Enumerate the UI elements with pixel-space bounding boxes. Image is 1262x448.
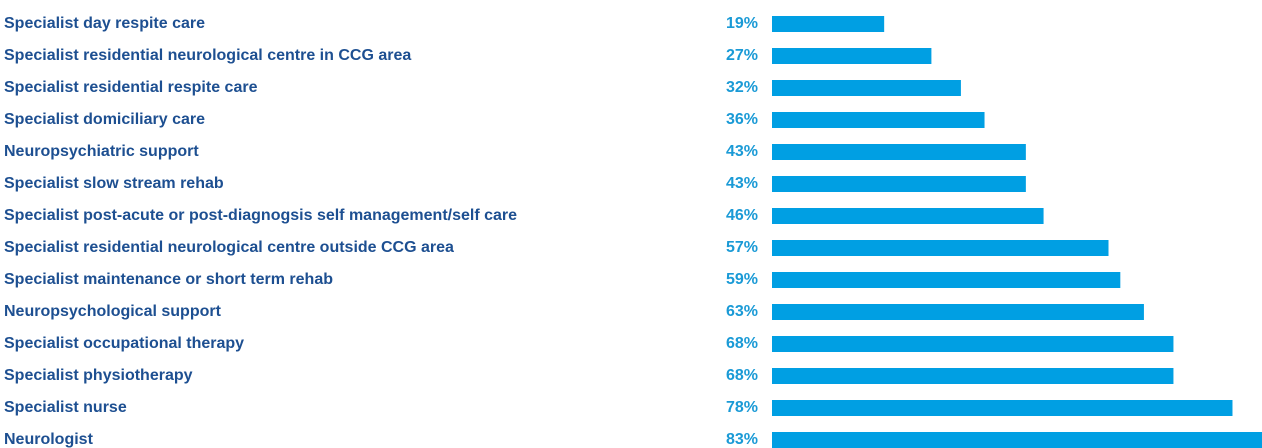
value-label: 63% [726, 303, 758, 320]
value-label: 68% [726, 335, 758, 352]
category-label: Specialist residential respite care [4, 79, 258, 96]
category-label: Neuropsychological support [4, 303, 222, 320]
category-label: Specialist physiotherapy [4, 367, 193, 384]
bar [772, 240, 1109, 256]
bar [772, 176, 1026, 192]
value-label: 83% [726, 431, 758, 448]
value-label: 19% [726, 15, 758, 32]
value-label: 43% [726, 143, 758, 160]
category-label: Specialist slow stream rehab [4, 175, 224, 192]
bar [772, 432, 1262, 448]
bar [772, 144, 1026, 160]
bar [772, 304, 1144, 320]
bar [772, 48, 932, 64]
category-label: Neuropsychiatric support [4, 143, 199, 160]
category-label: Neurologist [4, 431, 94, 448]
bar [772, 208, 1044, 224]
category-label: Specialist domiciliary care [4, 111, 205, 128]
category-label: Specialist day respite care [4, 15, 205, 32]
category-label: Specialist residential neurological cent… [4, 47, 411, 64]
value-label: 59% [726, 271, 758, 288]
bar [772, 16, 885, 32]
category-label: Specialist nurse [4, 399, 127, 416]
value-label: 78% [726, 399, 758, 416]
category-label: Specialist occupational therapy [4, 335, 244, 352]
category-label: Specialist residential neurological cent… [4, 239, 454, 256]
bar [772, 336, 1174, 352]
category-label: Specialist post-acute or post-diagnogsis… [4, 207, 517, 224]
value-label: 36% [726, 111, 758, 128]
value-label: 27% [726, 47, 758, 64]
bar [772, 80, 961, 96]
bar [772, 272, 1121, 288]
bar [772, 400, 1233, 416]
value-label: 57% [726, 239, 758, 256]
value-label: 43% [726, 175, 758, 192]
value-label: 46% [726, 207, 758, 224]
value-label: 32% [726, 79, 758, 96]
bar [772, 368, 1174, 384]
bar [772, 112, 985, 128]
category-label: Specialist maintenance or short term reh… [4, 271, 333, 288]
value-label: 68% [726, 367, 758, 384]
